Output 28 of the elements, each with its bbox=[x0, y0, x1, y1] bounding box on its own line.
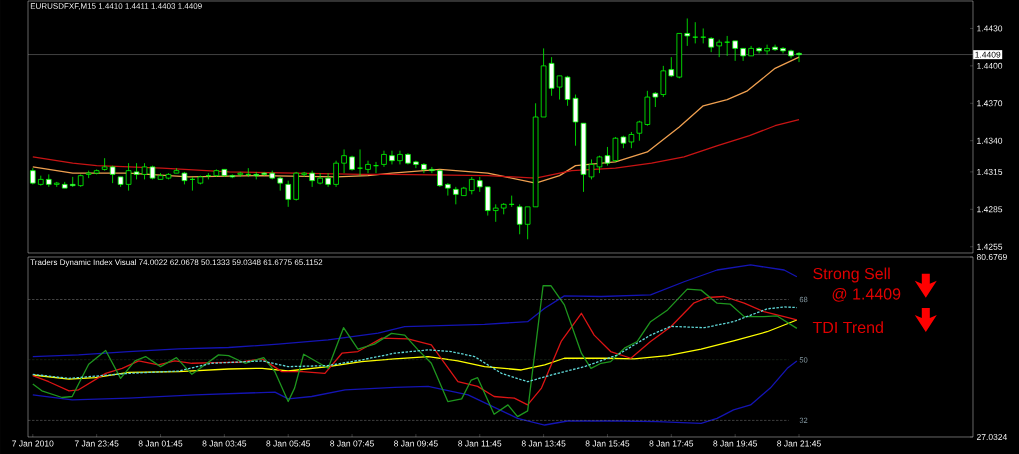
x-tick-label: 8 Jan 11:45 bbox=[458, 440, 502, 447]
annotation: Strong Sell bbox=[813, 267, 890, 283]
x-tick-label: 8 Jan 17:45 bbox=[649, 440, 694, 447]
x-tick-label: 7 Jan 23:45 bbox=[74, 440, 119, 447]
y-tick-label: 1.4255 bbox=[977, 243, 1003, 250]
annotation: @ 1.4409 bbox=[832, 287, 901, 302]
x-tick-label: 7 Jan 2010 bbox=[12, 440, 54, 447]
chart-title: EURUSDFXF,M15 1.4410 1.4411 1.4403 1.4409 bbox=[30, 3, 202, 10]
x-tick-label: 8 Jan 13:45 bbox=[521, 440, 566, 447]
x-tick-label: 8 Jan 05:45 bbox=[266, 440, 311, 447]
x-tick-label: 8 Jan 19:45 bbox=[713, 440, 758, 447]
x-tick-label: 8 Jan 01:45 bbox=[138, 440, 183, 447]
x-tick-label: 8 Jan 03:45 bbox=[202, 440, 247, 447]
x-tick-label: 8 Jan 09:45 bbox=[394, 440, 438, 447]
y-tick-label: 27.0324 bbox=[976, 433, 1008, 440]
x-tick-label: 8 Jan 07:45 bbox=[330, 440, 374, 447]
y-tick-label: 1.4340 bbox=[977, 137, 1003, 144]
y-tick-label: 1.4370 bbox=[977, 100, 1003, 107]
y-tick-label: 1.4315 bbox=[977, 168, 1003, 175]
annotation: TDI Trend bbox=[812, 321, 883, 334]
x-tick-label: 8 Jan 21:45 bbox=[777, 440, 821, 447]
y-tick-label: 1.4430 bbox=[977, 25, 1003, 32]
y-tick-label: 1.4285 bbox=[977, 206, 1003, 213]
y-tick-label: 1.4400 bbox=[977, 62, 1003, 69]
ref-line-label: 1.4409 bbox=[975, 51, 1001, 58]
y-tick-label: 80.6769 bbox=[976, 253, 1007, 260]
x-tick-label: 8 Jan 15:45 bbox=[585, 440, 630, 447]
chart-title: Traders Dynamic Index Visual 74.0022 62.0678 50.1333 59.0348 61.6775 65.1152 bbox=[30, 259, 323, 267]
